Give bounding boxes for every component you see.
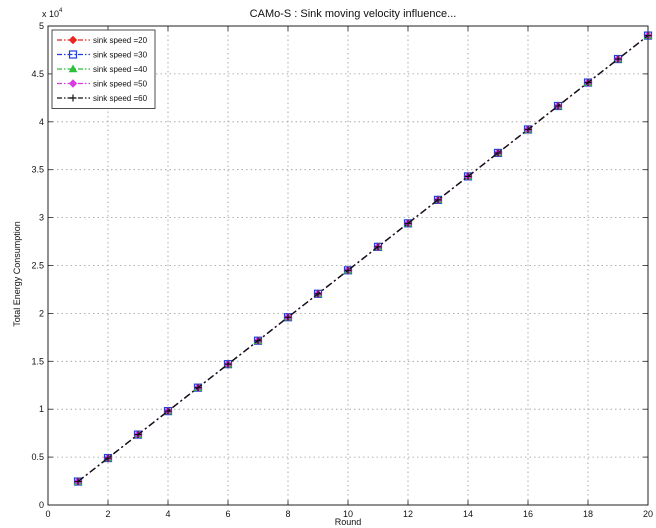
y-tick-label: 5 — [39, 21, 44, 31]
data-point — [494, 149, 502, 157]
data-point — [284, 313, 292, 321]
y-axis-multiplier-exponent: 4 — [59, 8, 63, 14]
series-layer — [73, 31, 653, 486]
data-point — [434, 196, 442, 204]
legend-label: sink speed =20 — [93, 36, 148, 45]
axes — [47, 25, 649, 506]
x-tick-label: 16 — [523, 509, 533, 519]
y-tick-label: 0.5 — [31, 452, 44, 462]
x-axis-label: Round — [335, 517, 362, 527]
data-point — [74, 478, 82, 486]
x-tick-label: 12 — [403, 509, 413, 519]
series-5 — [74, 32, 652, 486]
x-tick-label: 8 — [285, 509, 290, 519]
y-tick-label: 0 — [39, 500, 44, 510]
data-point — [464, 172, 472, 180]
legend-marker — [68, 64, 78, 73]
x-tick-label: 4 — [165, 509, 170, 519]
data-point — [614, 55, 622, 63]
y-tick-label: 4 — [39, 117, 44, 127]
data-point — [194, 384, 202, 392]
data-point — [314, 290, 322, 298]
y-tick-label: 2.5 — [31, 261, 44, 271]
legend-label: sink speed =50 — [93, 80, 148, 89]
legend-entry: sink speed =60 — [57, 94, 148, 103]
x-tick-label: 0 — [45, 509, 50, 519]
legend-label: sink speed =60 — [93, 94, 148, 103]
legend-label: sink speed =30 — [93, 51, 148, 60]
y-tick-label: 1.5 — [31, 356, 44, 366]
x-tick-label: 2 — [105, 509, 110, 519]
data-point — [554, 102, 562, 110]
data-point — [344, 266, 352, 274]
data-point — [134, 431, 142, 439]
y-tick-label: 2 — [39, 308, 44, 318]
tick-labels: 0 2 4 6 8 10 12 14 16 18 20 0 0.5 1 1.5 2 2.5 3 3.5 4 4.5 5 — [31, 21, 653, 519]
series-line — [77, 35, 649, 483]
legend-entry: sink speed =30 — [57, 50, 148, 60]
data-point — [584, 79, 592, 87]
legend-label: sink speed =40 — [93, 65, 148, 74]
y-tick-label: 4.5 — [31, 69, 44, 79]
legend-marker — [68, 50, 78, 59]
data-point — [374, 243, 382, 251]
y-axis-label: Total Energy Consumption — [12, 221, 22, 327]
data-point — [224, 360, 232, 368]
data-point — [164, 407, 172, 415]
legend-marker — [69, 94, 77, 102]
legend-marker — [68, 79, 78, 88]
y-tick-label: 3 — [39, 213, 44, 223]
chart-title: CAMo-S : Sink moving velocity influence.… — [250, 8, 457, 20]
x-tick-label: 20 — [643, 509, 653, 519]
grid-lines — [48, 26, 648, 505]
data-point — [104, 454, 112, 462]
y-axis-multiplier-base: x 10 — [42, 9, 59, 19]
legend-entry: sink speed =20 — [57, 35, 148, 45]
x-tick-label: 6 — [225, 509, 230, 519]
y-tick-label: 3.5 — [31, 165, 44, 175]
data-point — [524, 125, 532, 133]
data-point — [404, 219, 412, 227]
legend-entry: sink speed =50 — [57, 79, 148, 89]
x-tick-label: 18 — [583, 509, 593, 519]
y-tick-label: 1 — [39, 404, 44, 414]
legend-marker — [68, 35, 78, 45]
y-axis-multiplier: x 104 — [42, 8, 63, 19]
data-point — [254, 337, 262, 345]
x-tick-label: 14 — [463, 509, 473, 519]
x-tick-label: 10 — [343, 509, 353, 519]
legend-entry: sink speed =40 — [57, 64, 148, 74]
legend: sink speed =20 sink speed =30 sink speed =… — [51, 29, 156, 109]
